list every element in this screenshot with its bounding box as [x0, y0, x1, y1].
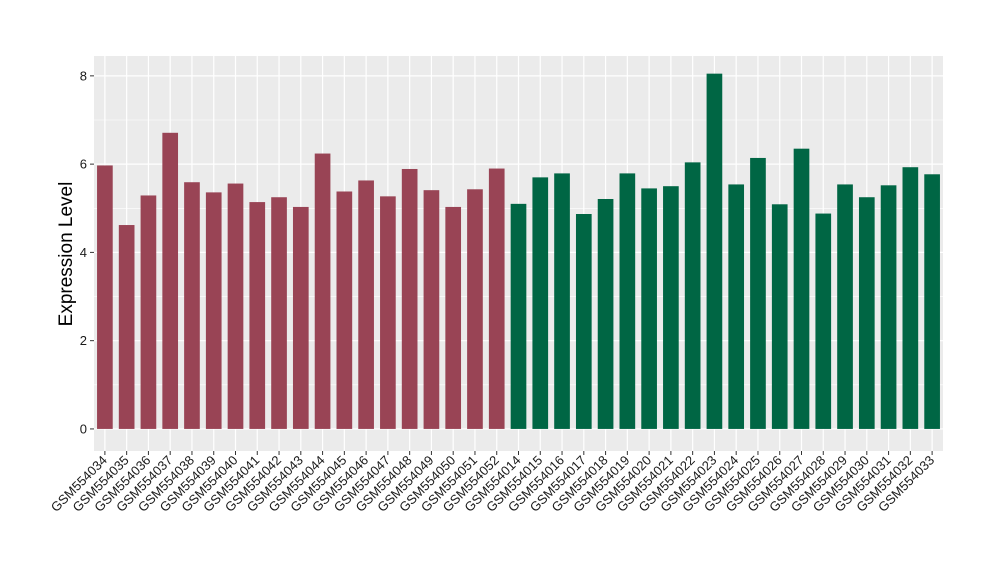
bar-GSM554044 — [314, 153, 331, 429]
bar-GSM554031 — [880, 185, 897, 429]
bar-GSM554014 — [510, 203, 527, 429]
y-tick-label: 4 — [80, 245, 87, 260]
bar-GSM554049 — [423, 190, 440, 429]
bar-GSM554043 — [292, 206, 309, 429]
bar-GSM554050 — [445, 206, 462, 429]
bar-GSM554036 — [140, 195, 157, 429]
bar-GSM554017 — [575, 214, 592, 429]
y-tick-label: 0 — [80, 421, 87, 436]
bar-GSM554021 — [663, 186, 679, 429]
bar-GSM554038 — [184, 182, 200, 429]
bar-GSM554039 — [205, 192, 222, 429]
bar-GSM554051 — [467, 189, 483, 429]
bar-GSM554045 — [336, 191, 353, 429]
y-axis-title: Expression Level — [56, 182, 77, 327]
bar-GSM554018 — [597, 198, 614, 429]
bar-GSM554015 — [532, 177, 549, 429]
bar-GSM554029 — [837, 184, 853, 429]
y-axis: 0 2 4 6 8 — [80, 68, 94, 436]
bar-GSM554048 — [401, 168, 418, 429]
bar-GSM554025 — [750, 157, 766, 429]
bar-GSM554024 — [728, 184, 745, 429]
bar-GSM554042 — [271, 197, 287, 429]
bar-GSM554019 — [619, 173, 636, 429]
bars — [97, 73, 940, 429]
y-tick-label: 8 — [80, 68, 87, 83]
bar-GSM554026 — [771, 204, 788, 429]
bar-GSM554016 — [554, 173, 570, 429]
bar-GSM554046 — [358, 180, 374, 429]
bar-GSM554047 — [380, 196, 396, 429]
bar-GSM554041 — [249, 202, 266, 429]
bar-GSM554040 — [227, 183, 244, 429]
y-tick-label: 2 — [80, 333, 87, 348]
bar-GSM554052 — [488, 168, 505, 429]
bar-GSM554020 — [641, 188, 657, 429]
y-tick-label: 6 — [80, 157, 87, 172]
bar-GSM554037 — [162, 132, 179, 429]
bar-GSM554030 — [858, 197, 875, 429]
bar-GSM554033 — [924, 174, 940, 429]
bar-GSM554028 — [815, 213, 832, 429]
bar-GSM554022 — [684, 162, 701, 429]
bar-GSM554027 — [793, 148, 810, 429]
bar-GSM554023 — [706, 73, 723, 429]
bar-GSM554035 — [118, 225, 135, 429]
x-axis: GSM554034GSM554035GSM554036GSM554037GSM5… — [48, 451, 937, 515]
bar-GSM554032 — [902, 167, 919, 429]
bar-GSM554034 — [97, 165, 113, 429]
